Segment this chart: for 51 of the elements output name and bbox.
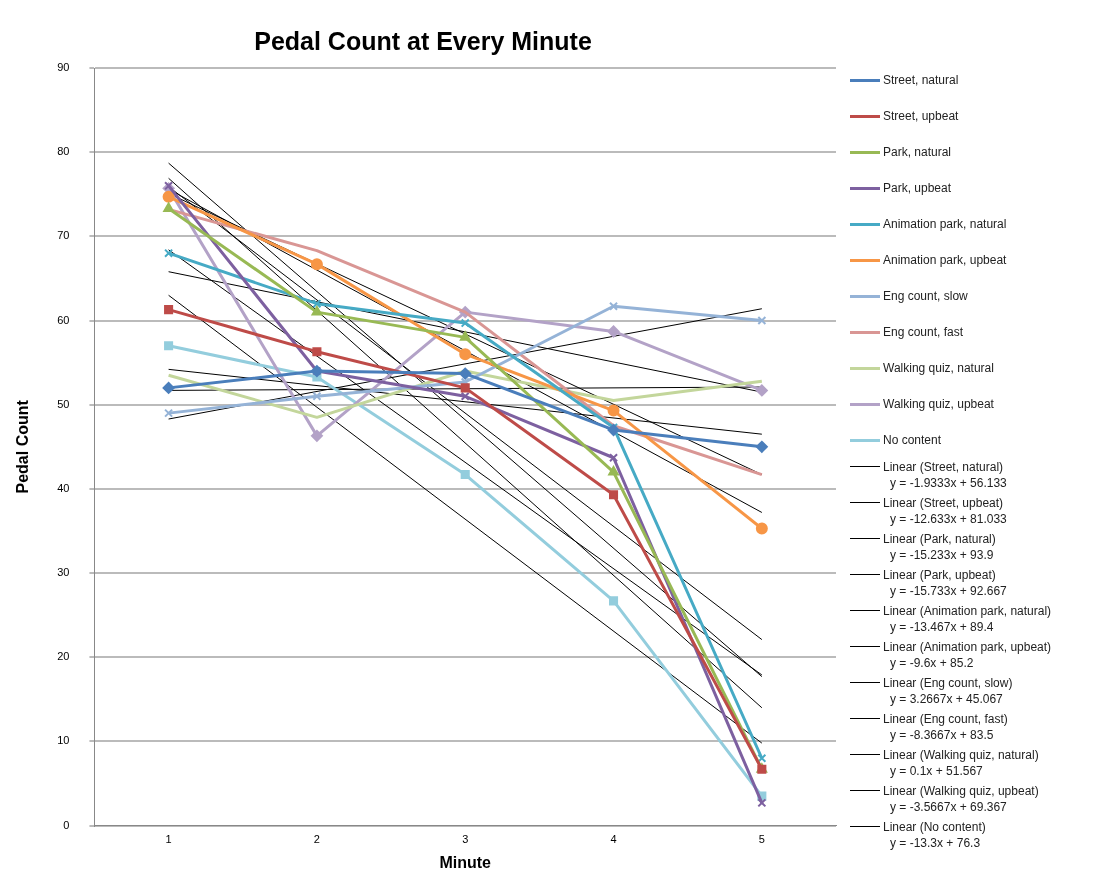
legend-label: Park, natural (883, 145, 952, 159)
legend-label: Walking quiz, natural (883, 361, 994, 375)
y-axis-title: Pedal Count (14, 399, 32, 494)
x-tick-label: 1 (165, 833, 172, 846)
x-tick-label: 4 (610, 833, 617, 846)
y-tick-label: 70 (57, 229, 70, 242)
text: y = -1.9333x + 56.133 (889, 475, 1007, 492)
x-axis-title: Minute (439, 853, 492, 871)
legend-label: Park, upbeat (883, 181, 952, 195)
text: y = 3.2667x + 45.067 (889, 691, 1003, 708)
y-tick-label: 10 (57, 734, 70, 747)
legend-label: Linear (Eng count, slow) (883, 675, 1013, 690)
y-tick-label: 90 (57, 61, 70, 74)
y-tick-label: 40 (57, 481, 70, 494)
legend-label: Linear (Animation park, upbeat) (883, 639, 1052, 654)
legend-label: Street, natural (883, 73, 959, 87)
legend-label: Eng count, fast (883, 325, 964, 339)
legend-label: Linear (No content) (883, 819, 986, 834)
x-tick-label: 2 (313, 833, 320, 846)
legend-label: Walking quiz, upbeat (883, 397, 994, 411)
text: y = -15.233x + 93.9 (889, 547, 994, 564)
legend-label: Animation park, natural (883, 217, 1007, 231)
text: y = -13.467x + 89.4 (889, 619, 994, 636)
legend-label: Linear (Street, natural) (883, 459, 1004, 474)
legend-label: Linear (Animation park, natural) (883, 603, 1052, 618)
y-tick-label: 60 (57, 313, 70, 326)
legend-label: Animation park, upbeat (883, 253, 1007, 267)
text: y = -9.6x + 85.2 (889, 655, 974, 672)
x-tick-label: 3 (462, 833, 469, 846)
x-tick-label: 5 (758, 833, 765, 846)
text: y = -12.633x + 81.033 (889, 511, 1007, 528)
legend-label: Linear (Walking quiz, natural) (883, 747, 1039, 762)
chart-title: Pedal Count at Every Minute (254, 26, 592, 55)
legend-label: Linear (Park, natural) (883, 531, 996, 546)
legend-label: Linear (Walking quiz, upbeat) (883, 783, 1039, 798)
legend-label: Eng count, slow (883, 289, 968, 303)
text: y = -8.3667x + 83.5 (889, 727, 994, 744)
text: y = -3.5667x + 69.367 (889, 799, 1007, 816)
legend-label: No content (883, 433, 942, 447)
text: y = -15.733x + 92.667 (889, 583, 1007, 600)
y-tick-label: 50 (57, 397, 70, 410)
legend-label: Linear (Eng count, fast) (883, 711, 1008, 726)
y-tick-label: 30 (57, 566, 70, 579)
y-tick-label: 80 (57, 145, 70, 158)
legend-label: Street, upbeat (883, 109, 959, 123)
legend-label: Linear (Park, upbeat) (883, 567, 996, 582)
y-tick-label: 20 (57, 650, 70, 663)
text: y = 0.1x + 51.567 (889, 763, 983, 780)
text: y = -13.3x + 76.3 (889, 835, 981, 852)
y-tick-label: 0 (63, 818, 70, 831)
legend-label: Linear (Street, upbeat) (883, 495, 1004, 510)
